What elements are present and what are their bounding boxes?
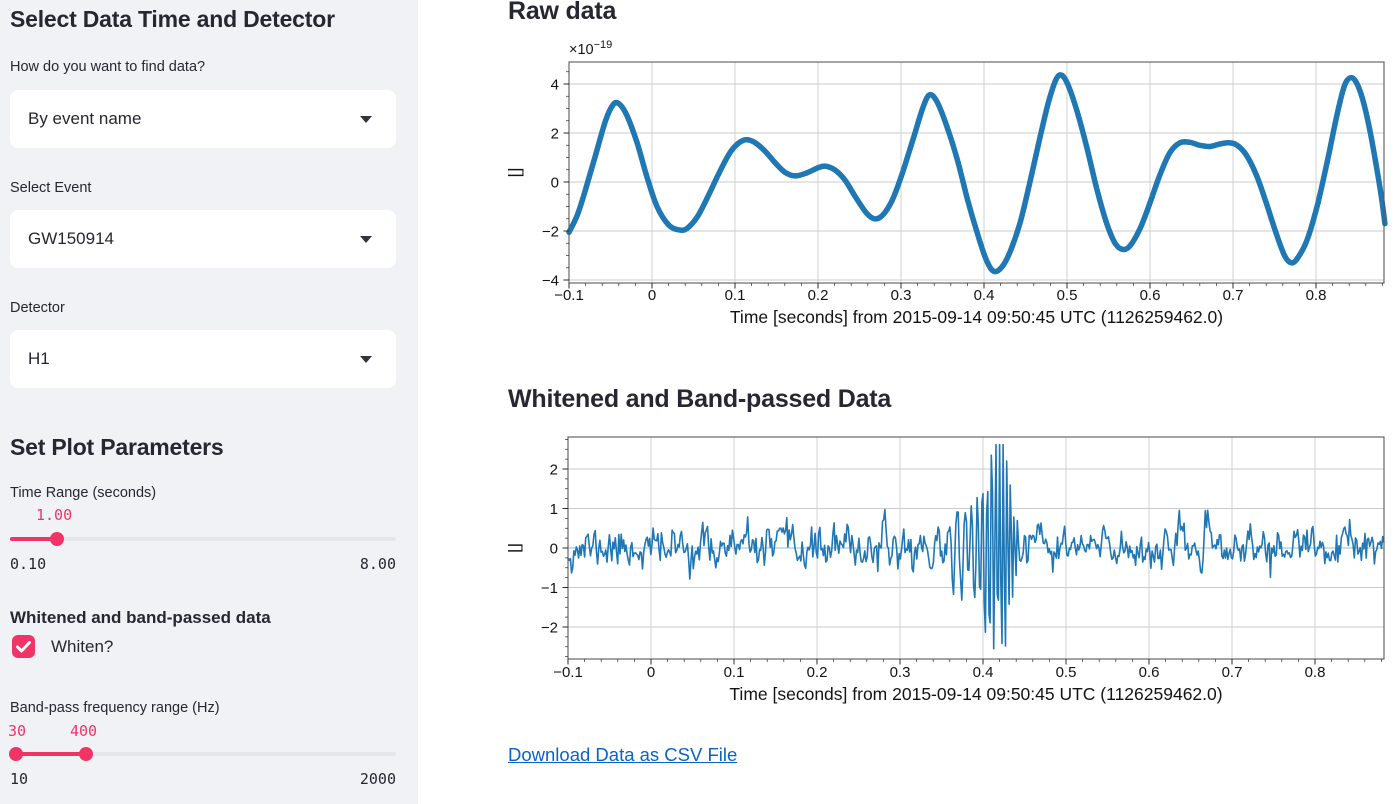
svg-text:0: 0 — [648, 287, 656, 304]
svg-text:−4: −4 — [542, 273, 559, 290]
main-content: Raw data −0.1 0 0.1 0.2 0.3 0.4 0.5 0.6 0.7 0.8 −4… — [418, 0, 1400, 804]
bandpass-low-thumb[interactable] — [9, 747, 23, 761]
bandpass-high-value: 400 — [70, 722, 98, 740]
slider-track[interactable] — [10, 537, 396, 541]
find-data-label: How do you want to find data? — [10, 59, 206, 75]
time-range-label: Time Range (seconds) — [10, 485, 157, 501]
svg-text:1: 1 — [550, 501, 558, 518]
sidebar-section-title-data: Select Data Time and Detector — [10, 6, 335, 32]
svg-text:0: 0 — [551, 175, 559, 192]
svg-text:0.7: 0.7 — [1222, 664, 1243, 681]
checkbox-checked-icon[interactable] — [12, 635, 35, 658]
find-data-select[interactable]: By event name — [10, 90, 396, 148]
svg-text:−2: −2 — [542, 224, 559, 241]
sidebar-section-title-plot: Set Plot Parameters — [10, 434, 224, 460]
svg-text:[]: [] — [508, 543, 523, 553]
svg-text:×10−19: ×10−19 — [569, 40, 612, 58]
raw-data-chart: −0.1 0 0.1 0.2 0.3 0.4 0.5 0.6 0.7 0.8 −4 −2 0 2 4 Time… — [508, 40, 1388, 327]
svg-text:0.7: 0.7 — [1223, 287, 1244, 304]
whiten-section-label: Whitened and band-passed data — [10, 608, 271, 627]
event-select-value: GW150914 — [28, 229, 114, 248]
whiten-checkbox-row[interactable]: Whiten? — [12, 635, 113, 658]
time-range-slider-thumb[interactable] — [50, 532, 64, 546]
svg-text:0.2: 0.2 — [807, 664, 828, 681]
svg-text:0.5: 0.5 — [1056, 664, 1077, 681]
svg-text:0.4: 0.4 — [973, 664, 994, 681]
whitened-data-chart: −0.1 0 0.1 0.2 0.3 0.4 0.5 0.6 0.7 0.8 −2 −1 0 1 2 Time… — [508, 436, 1385, 704]
svg-text:−0.1: −0.1 — [554, 287, 584, 304]
time-range-minmax: 0.10 8.00 — [10, 555, 396, 573]
detector-select-value: H1 — [28, 349, 50, 368]
svg-text:0: 0 — [647, 664, 655, 681]
bandpass-max: 2000 — [359, 770, 396, 788]
chevron-down-icon — [360, 235, 372, 243]
svg-text:Time [seconds] from 2015-09-14: Time [seconds] from 2015-09-14 09:50:45 … — [729, 684, 1222, 704]
slider-fill — [16, 752, 86, 756]
svg-text:4: 4 — [551, 77, 559, 94]
svg-text:Time [seconds] from 2015-09-14: Time [seconds] from 2015-09-14 09:50:45 … — [730, 307, 1223, 327]
bandpass-min: 10 — [10, 770, 29, 788]
bandpass-low-value: 30 — [8, 722, 27, 740]
detector-select[interactable]: H1 — [10, 330, 396, 388]
svg-text:−2: −2 — [541, 620, 558, 637]
svg-text:0: 0 — [550, 541, 558, 558]
slider-fill — [10, 537, 57, 541]
chevron-down-icon — [360, 355, 372, 363]
time-range-max: 8.00 — [359, 555, 396, 573]
event-select[interactable]: GW150914 — [10, 210, 396, 268]
svg-text:0.6: 0.6 — [1139, 664, 1160, 681]
svg-text:0.2: 0.2 — [808, 287, 829, 304]
slider-track[interactable] — [10, 752, 396, 756]
find-data-select-value: By event name — [28, 109, 142, 128]
svg-text:0.6: 0.6 — [1140, 287, 1161, 304]
bandpass-minmax: 10 2000 — [10, 770, 396, 788]
raw-data-title: Raw data — [508, 0, 617, 25]
time-range-slider[interactable] — [10, 532, 396, 546]
time-range-min: 0.10 — [10, 555, 47, 573]
bandpass-label: Band-pass frequency range (Hz) — [10, 700, 220, 716]
svg-text:0.4: 0.4 — [974, 287, 995, 304]
bandpass-high-thumb[interactable] — [79, 747, 93, 761]
whiten-checkbox-label: Whiten? — [51, 636, 114, 656]
svg-text:0.1: 0.1 — [725, 287, 746, 304]
time-range-value: 1.00 — [36, 506, 73, 524]
select-event-label: Select Event — [10, 180, 92, 196]
sidebar: Select Data Time and Detector How do you… — [0, 0, 418, 804]
svg-text:[]: [] — [508, 168, 524, 178]
svg-text:0.3: 0.3 — [890, 664, 911, 681]
svg-text:2: 2 — [550, 462, 558, 479]
svg-text:2: 2 — [551, 126, 559, 143]
svg-text:0.1: 0.1 — [724, 664, 745, 681]
detector-label: Detector — [10, 300, 65, 316]
svg-text:−0.1: −0.1 — [553, 664, 583, 681]
svg-text:−1: −1 — [541, 580, 558, 597]
svg-text:0.5: 0.5 — [1057, 287, 1078, 304]
bandpass-slider[interactable] — [9, 747, 396, 761]
svg-text:0.8: 0.8 — [1306, 287, 1327, 304]
chevron-down-icon — [360, 115, 372, 123]
whitened-data-title: Whitened and Band-passed Data — [508, 385, 892, 413]
svg-text:0.3: 0.3 — [891, 287, 912, 304]
svg-text:0.8: 0.8 — [1305, 664, 1326, 681]
download-csv-link[interactable]: Download Data as CSV File — [508, 744, 738, 765]
